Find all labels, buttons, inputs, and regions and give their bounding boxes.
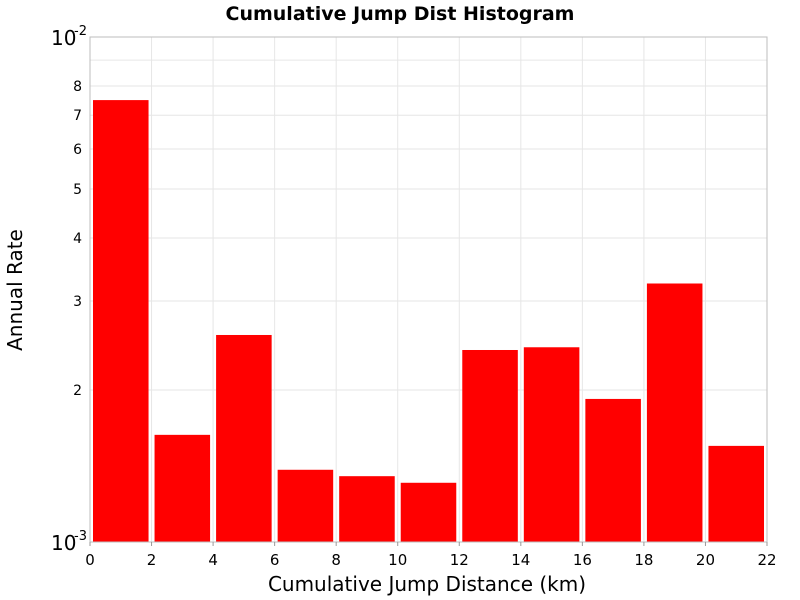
x-tick-label: 20	[696, 551, 715, 569]
x-tick-label: 12	[450, 551, 469, 569]
chart-title: Cumulative Jump Dist Histogram	[226, 3, 575, 25]
histogram-bar	[93, 100, 149, 543]
y-decade-exponent: -2	[74, 24, 87, 39]
y-tick-label: 6	[73, 142, 82, 158]
x-tick-label: 14	[511, 551, 530, 569]
histogram-bar	[216, 334, 272, 542]
histogram-bar	[708, 445, 764, 542]
x-tick-label: 6	[270, 551, 280, 569]
bars-group	[93, 100, 764, 543]
y-tick-label: 5	[73, 182, 82, 198]
x-axis-label: Cumulative Jump Distance (km)	[268, 572, 586, 596]
y-decade-label: 10	[51, 531, 76, 555]
histogram-bar	[585, 398, 641, 542]
histogram-bar	[646, 283, 703, 542]
histogram-bar	[523, 347, 580, 542]
histogram-bar	[339, 476, 395, 542]
x-axis-ticks: 0 2 4 6 8 10 12 14 16 18 20 22	[85, 542, 777, 569]
y-tick-label: 7	[73, 108, 82, 124]
y-tick-label: 8	[73, 79, 82, 95]
y-axis-label: Annual Rate	[3, 229, 27, 351]
x-tick-label: 8	[331, 551, 341, 569]
x-tick-label: 16	[573, 551, 592, 569]
x-tick-label: 0	[85, 551, 95, 569]
histogram-bar	[400, 482, 457, 542]
x-tick-label: 2	[147, 551, 157, 569]
x-tick-label: 22	[757, 551, 776, 569]
y-decade-exponent: -3	[74, 529, 87, 544]
histogram-bar	[154, 434, 211, 542]
grid-lines	[90, 37, 767, 542]
histogram-bar	[462, 349, 518, 542]
x-tick-label: 10	[388, 551, 407, 569]
y-tick-label: 2	[73, 383, 82, 399]
x-tick-label: 18	[634, 551, 653, 569]
y-tick-label: 3	[73, 294, 82, 310]
plot-border	[89, 36, 768, 543]
y-tick-label: 4	[73, 231, 82, 247]
y-decade-label: 10	[51, 26, 76, 50]
x-tick-label: 4	[208, 551, 218, 569]
histogram-bar	[277, 469, 334, 542]
